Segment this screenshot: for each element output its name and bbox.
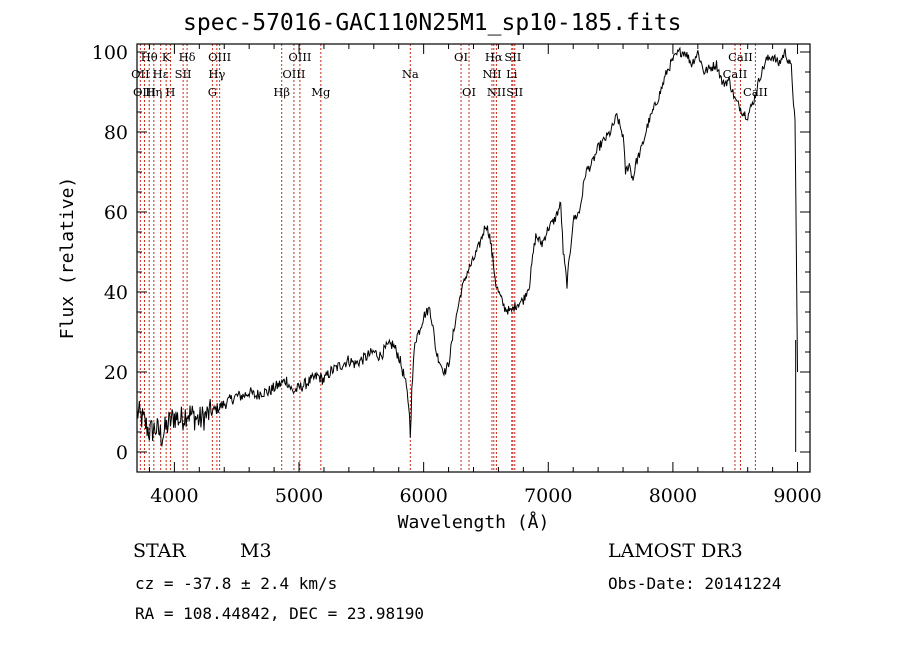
spectral-line-label: OIII [282,67,305,81]
plot-frame [136,43,811,473]
spectral-line-label: Hθ [141,50,158,64]
x-axis-label: Wavelength (Å) [398,511,550,533]
spectral-line-label: OII [131,67,150,81]
y-tick-label: 80 [104,122,128,144]
y-tick-label: 20 [104,362,128,384]
spectral-line-label: Hβ [273,85,290,99]
x-tick-label: 7000 [524,485,572,507]
spectral-line-label: Hδ [179,50,196,64]
spectral-line-label: CaII [723,67,748,81]
spectral-line-label: Hα [485,50,503,64]
x-tick-label: 6000 [399,485,447,507]
redshift-text: cz = -37.8 ± 2.4 km/s [135,574,338,593]
spectral-line-label: OIII [288,50,311,64]
y-axis-label: Flux (relative) [57,177,78,340]
spectral-line-label: Na [402,67,419,81]
star-class-label: STAR [133,540,186,562]
spectral-line-label: Hη [145,85,162,99]
y-tick-label: 100 [92,42,128,64]
obs-date-text: Obs-Date: 20141224 [608,574,782,593]
spectral-line-label: SII [504,50,521,64]
spectrum-line [136,46,798,448]
spectral-line-label: OI [454,50,468,64]
spectral-line-label: CaII [728,50,753,64]
spectral-line-label: SII [175,67,192,81]
spectral-line-label: OIII [133,85,156,99]
spectral-line-label: OIII [208,50,231,64]
spectral-line-label: Li [506,67,518,81]
survey-label: LAMOST DR3 [608,540,743,562]
x-tick-label: 5000 [275,485,323,507]
spectral-line-label: NII [487,85,506,99]
spectral-line-label: SII [506,85,523,99]
spectral-line-label: G [208,85,217,99]
star-subclass-label: M3 [240,540,272,562]
x-tick-label: 9000 [773,485,821,507]
y-tick-label: 40 [104,282,128,304]
x-tick-label: 4000 [150,485,198,507]
y-tick-label: 0 [116,442,128,464]
chart-title: spec-57016-GAC110N25M1_sp10-185.fits [183,10,682,36]
spectral-line-label: OI [462,85,476,99]
spectral-line-label: CaII [743,85,768,99]
coordinates-text: RA = 108.44842, DEC = 23.98190 [135,604,424,623]
spectral-line-label: NII [482,67,501,81]
spectral-line-label: K [162,50,171,64]
spectral-line-label: Hε [153,67,169,81]
y-tick-label: 60 [104,202,128,224]
spectral-line-label: Hγ [208,67,225,81]
spectral-line-label: H [165,85,175,99]
x-tick-label: 8000 [649,485,697,507]
spectral-line-label: Mg [311,85,331,99]
